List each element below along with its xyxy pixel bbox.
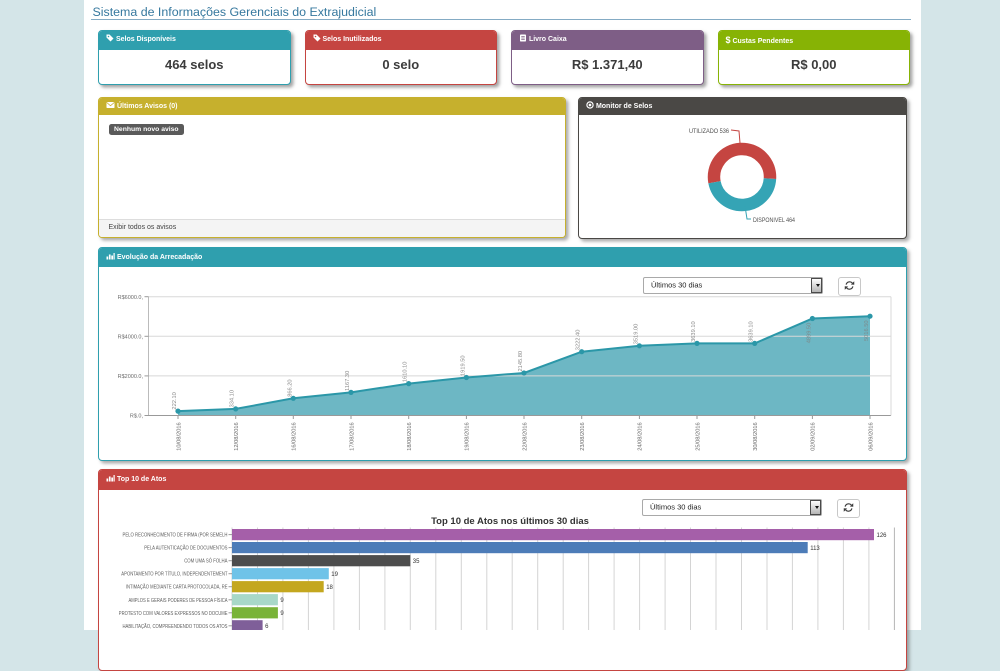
svg-text:APONTAMENTO POR TÍTULO, INDEPE: APONTAMENTO POR TÍTULO, INDEPENDENTEMENT (121, 571, 228, 578)
svg-text:1919.50: 1919.50 (460, 355, 466, 376)
svg-text:113: 113 (810, 546, 820, 552)
svg-text:16/08/2016: 16/08/2016 (292, 422, 298, 450)
svg-text:5016.50: 5016.50 (864, 320, 870, 341)
svg-text:HABILITAÇÃO, COMPREENDENDO TOD: HABILITAÇÃO, COMPREENDENDO TODOS OS ATOS (123, 623, 228, 630)
svg-text:10/08/2016: 10/08/2016 (176, 422, 182, 450)
svg-text:R$2000.0,: R$2000.0, (118, 374, 144, 380)
svg-text:02/09/2016: 02/09/2016 (811, 422, 817, 450)
svg-text:3639.10: 3639.10 (691, 321, 697, 342)
svg-text:9: 9 (280, 598, 284, 604)
svg-text:R$6000.0,: R$6000.0, (118, 295, 144, 301)
svg-text:12/08/2016: 12/08/2016 (234, 422, 240, 450)
svg-text:Top 10 de Atos nos últimos 30: Top 10 de Atos nos últimos 30 dias (431, 516, 589, 527)
svg-text:1167.30: 1167.30 (345, 371, 351, 391)
svg-text:UTILIZADO 536: UTILIZADO 536 (689, 128, 729, 135)
svg-text:R$.0,: R$.0, (130, 414, 144, 420)
svg-text:4899.50: 4899.50 (806, 323, 812, 344)
svg-text:18: 18 (326, 585, 333, 591)
svg-text:334.10: 334.10 (230, 390, 236, 407)
svg-text:126: 126 (877, 533, 888, 539)
svg-text:COM UMA SÓ FOLHA: COM UMA SÓ FOLHA (184, 558, 228, 565)
svg-text:24/08/2016: 24/08/2016 (638, 422, 644, 450)
svg-text:9: 9 (280, 611, 284, 617)
svg-text:23/08/2016: 23/08/2016 (580, 422, 586, 450)
svg-text:PELA AUTENTICAÇÃO DE DOCUMENTO: PELA AUTENTICAÇÃO DE DOCUMENTOS (144, 545, 228, 552)
svg-text:3519.00: 3519.00 (633, 324, 639, 345)
svg-text:35: 35 (413, 559, 420, 565)
svg-text:17/08/2016: 17/08/2016 (349, 422, 355, 450)
svg-text:06/09/2016: 06/09/2016 (868, 422, 874, 450)
svg-text:AMPLOS E GERAIS PODERES DE PES: AMPLOS E GERAIS PODERES DE PESSOA FÍSICA (129, 597, 228, 604)
svg-text:30/08/2016: 30/08/2016 (753, 422, 759, 450)
svg-text:866.20: 866.20 (287, 379, 293, 396)
svg-text:22/08/2016: 22/08/2016 (522, 422, 528, 450)
svg-text:19/08/2016: 19/08/2016 (465, 422, 471, 450)
svg-text:1610.10: 1610.10 (403, 362, 409, 383)
svg-text:222.10: 222.10 (172, 392, 178, 409)
svg-text:PELO RECONHECIMENTO DE FIRMA (: PELO RECONHECIMENTO DE FIRMA (POR SEMELH (123, 533, 228, 539)
svg-text:DISPONIVEL 464: DISPONIVEL 464 (753, 217, 795, 224)
svg-text:INTIMAÇÃO MEDIANTE CARTA PROTO: INTIMAÇÃO MEDIANTE CARTA PROTOCOLADA, RE (126, 584, 228, 591)
svg-text:2145.80: 2145.80 (518, 351, 524, 372)
svg-text:25/08/2016: 25/08/2016 (695, 422, 701, 450)
svg-text:PROTESTO COM VALORES EXPRESSOS: PROTESTO COM VALORES EXPRESSOS NO DOCUME (119, 611, 228, 617)
svg-text:6: 6 (265, 624, 269, 630)
svg-text:3222.40: 3222.40 (576, 330, 582, 351)
svg-text:3639.10: 3639.10 (749, 321, 755, 342)
svg-text:18/08/2016: 18/08/2016 (407, 422, 413, 450)
svg-text:19: 19 (331, 572, 338, 578)
svg-text:R$4000.0,: R$4000.0, (118, 335, 144, 341)
